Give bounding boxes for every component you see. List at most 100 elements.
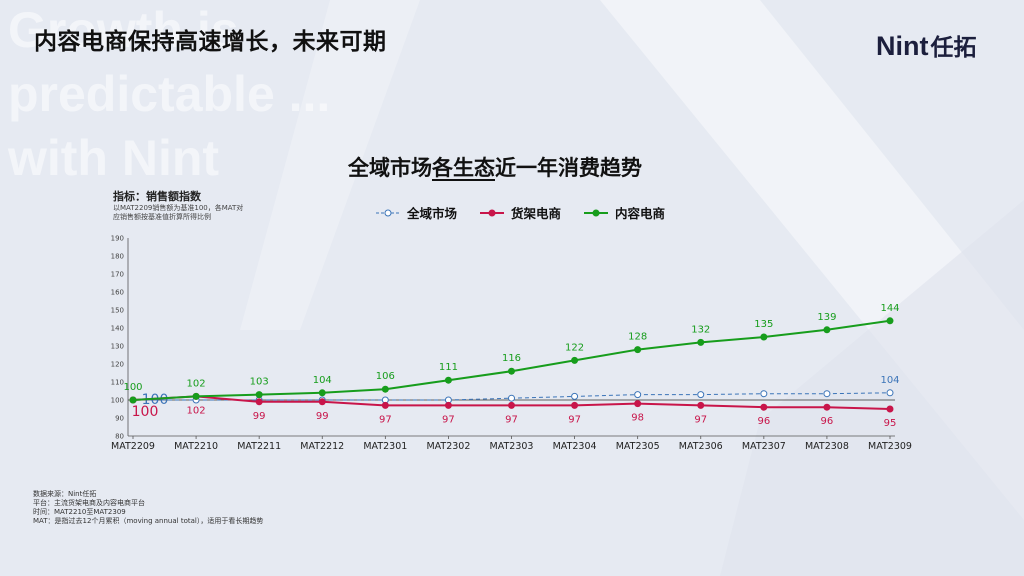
legend-label: 全域市场 [407, 206, 458, 221]
legend-marker-red-icon [480, 209, 505, 216]
data-point [571, 356, 579, 364]
data-label: 97 [694, 414, 707, 425]
data-label: 97 [568, 414, 581, 425]
source-line: 时间：MAT2210至MAT2309 [33, 508, 126, 516]
source-notes: 数据来源：Nint任拓 平台：主流货架电商及内容电商平台 时间：MAT2210至… [33, 490, 263, 526]
x-tick-label: MAT2306 [679, 441, 723, 452]
legend-label: 内容电商 [615, 206, 666, 221]
legend-marker-dashed-icon [376, 209, 400, 216]
y-tick-label: 150 [111, 307, 124, 315]
x-tick-label: MAT2309 [868, 441, 912, 452]
data-point [571, 392, 579, 400]
y-tick-label: 130 [111, 343, 124, 351]
watermark-line: predictable ... [8, 66, 331, 122]
data-point [255, 391, 263, 399]
data-label: 100 [123, 382, 142, 393]
logo-cjk-text: 任拓 [930, 35, 977, 61]
data-label: 102 [187, 405, 206, 416]
data-point [823, 390, 831, 398]
legend-item-shelf: 货架电商 [479, 203, 561, 222]
index-notes: 指标：销售额指数 以MAT2209销售额为基准100，各MAT对 应销售额按基准… [113, 188, 333, 222]
y-tick-label: 80 [115, 433, 124, 441]
data-point [192, 392, 200, 400]
source-line: 平台：主流货架电商及内容电商平台 [33, 499, 145, 507]
data-point [255, 398, 263, 406]
data-label: 103 [250, 377, 269, 388]
data-label: 100 [142, 392, 169, 408]
data-point [886, 317, 894, 325]
data-point [318, 389, 326, 397]
data-point [508, 367, 515, 375]
data-point [444, 401, 452, 409]
data-label: 97 [442, 414, 455, 425]
x-tick-label: MAT2210 [174, 441, 218, 452]
data-point [381, 385, 389, 393]
x-tick-label: MAT2302 [426, 441, 470, 452]
source-line: MAT：是指过去12个月累积（moving annual total），适用于看… [33, 517, 264, 525]
legend-item-market: 全域市场 [375, 203, 457, 222]
data-point [697, 338, 705, 346]
data-point [634, 391, 642, 399]
page-title: 内容电商保持高速增长，未来可期 [34, 29, 387, 55]
data-point [823, 326, 831, 334]
chart-title-underlined: 各生态 [432, 156, 495, 180]
chart-title: 全域市场各生态近一年消费趋势 [348, 152, 642, 182]
data-point [886, 389, 894, 397]
data-point [760, 403, 768, 411]
data-label: 106 [376, 371, 395, 382]
data-point [697, 401, 705, 409]
data-label: 128 [628, 332, 647, 343]
data-point [129, 396, 137, 404]
index-note-line: 以MAT2209销售额为基准100，各MAT对 [113, 204, 244, 212]
data-label: 96 [757, 416, 770, 427]
data-label: 96 [821, 416, 834, 427]
index-title: 指标：销售额指数 [113, 190, 201, 203]
y-tick-label: 140 [111, 325, 124, 333]
source-line: 数据来源：Nint任拓 [33, 490, 97, 498]
y-tick-label: 160 [111, 289, 124, 297]
data-point [634, 400, 642, 408]
data-label: 102 [187, 378, 206, 389]
data-point [508, 394, 515, 402]
x-tick-label: MAT2301 [363, 441, 407, 452]
x-tick-label: MAT2305 [616, 441, 660, 452]
y-tick-label: 170 [111, 271, 124, 279]
data-point [760, 333, 768, 341]
data-point [634, 346, 642, 354]
watermark-text: Growth is predictable ... with Nint [8, 0, 330, 190]
data-label: 135 [754, 319, 773, 330]
data-point [318, 398, 326, 406]
data-label: 104 [880, 375, 899, 386]
x-tick-label: MAT2209 [111, 441, 155, 452]
data-label: 99 [316, 411, 329, 422]
y-tick-label: 100 [111, 397, 124, 405]
x-tick-label: MAT2304 [553, 441, 597, 452]
legend-item-content: 内容电商 [583, 203, 665, 222]
data-label: 116 [502, 353, 521, 364]
data-point [823, 403, 831, 411]
data-point [697, 391, 705, 399]
y-tick-label: 90 [115, 415, 124, 423]
data-label: 97 [505, 414, 518, 425]
x-tick-label: MAT2308 [805, 441, 849, 452]
data-label: 104 [313, 375, 332, 386]
x-tick-label: MAT2303 [490, 441, 534, 452]
y-tick-label: 110 [111, 379, 124, 387]
data-label: 100 [132, 404, 159, 420]
y-tick-label: 120 [111, 361, 124, 369]
data-point [760, 390, 768, 398]
watermark-line: Growth is [8, 2, 239, 58]
data-point [444, 376, 452, 384]
brand-logo: Nint 任拓 [876, 28, 976, 62]
data-label: 98 [631, 413, 644, 424]
chart-title-pre: 全域市场 [348, 156, 432, 180]
data-label: 122 [565, 342, 584, 353]
data-label: 95 [884, 418, 897, 429]
legend-marker-green-icon [584, 209, 609, 216]
data-label: 139 [817, 312, 836, 323]
data-point [381, 401, 389, 409]
logo-latin-text: Nint [876, 31, 929, 61]
data-label: 111 [439, 362, 458, 373]
